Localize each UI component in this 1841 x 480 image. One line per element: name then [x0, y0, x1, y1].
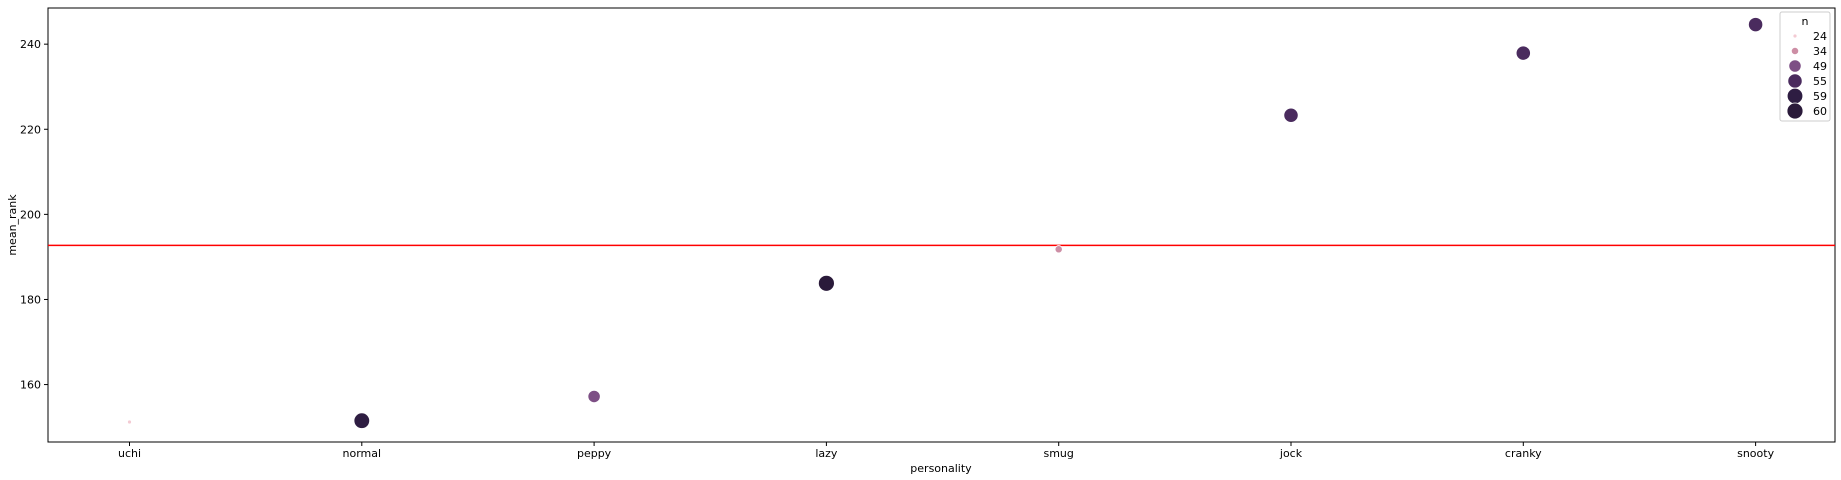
x-tick-label: peppy — [577, 447, 612, 460]
y-tick-label: 160 — [20, 379, 41, 392]
x-tick-label: normal — [343, 447, 382, 460]
legend-marker — [1790, 46, 1800, 56]
data-points — [127, 17, 1764, 429]
plot-frame — [47, 7, 1836, 443]
x-tick-label: smug — [1043, 447, 1073, 460]
x-tick-label: cranky — [1505, 447, 1542, 460]
x-tick-label: snooty — [1737, 447, 1774, 460]
legend-entries: 24 34 49 55 59 60 — [1786, 30, 1827, 120]
x-tick-label: jock — [1279, 447, 1303, 460]
data-point — [353, 412, 371, 429]
y-axis-label: mean_rank — [6, 194, 19, 256]
legend-label: 49 — [1813, 60, 1827, 73]
x-tick-label: uchi — [118, 447, 141, 460]
y-tick-label: 240 — [20, 38, 41, 51]
data-point — [818, 274, 835, 292]
legend-label: 59 — [1813, 90, 1827, 103]
x-axis: uchi normal peppy lazy smug jock cranky snooty — [118, 442, 1775, 460]
data-point — [1515, 45, 1531, 61]
x-axis-label: personality — [910, 462, 972, 475]
data-point — [1748, 17, 1764, 33]
legend-label: 34 — [1813, 45, 1827, 58]
y-tick-label: 220 — [20, 123, 41, 136]
data-point — [127, 419, 132, 425]
y-axis: 160 180 200 220 240 — [20, 38, 48, 392]
legend-label: 55 — [1813, 75, 1827, 88]
y-tick-label: 180 — [20, 293, 41, 306]
legend-marker — [1792, 33, 1798, 39]
legend-marker — [1786, 102, 1804, 120]
legend-label: 60 — [1813, 105, 1827, 118]
legend: n 24 34 49 55 59 60 — [1779, 11, 1831, 122]
legend-label: 24 — [1813, 30, 1827, 43]
legend-marker — [1786, 87, 1804, 105]
data-point — [1054, 245, 1063, 254]
data-point — [1283, 107, 1299, 123]
data-point — [587, 389, 601, 404]
legend-marker — [1787, 73, 1803, 89]
x-tick-label: lazy — [815, 447, 838, 460]
y-tick-label: 200 — [20, 208, 41, 221]
legend-marker — [1788, 59, 1802, 73]
legend-title: n — [1802, 15, 1809, 28]
